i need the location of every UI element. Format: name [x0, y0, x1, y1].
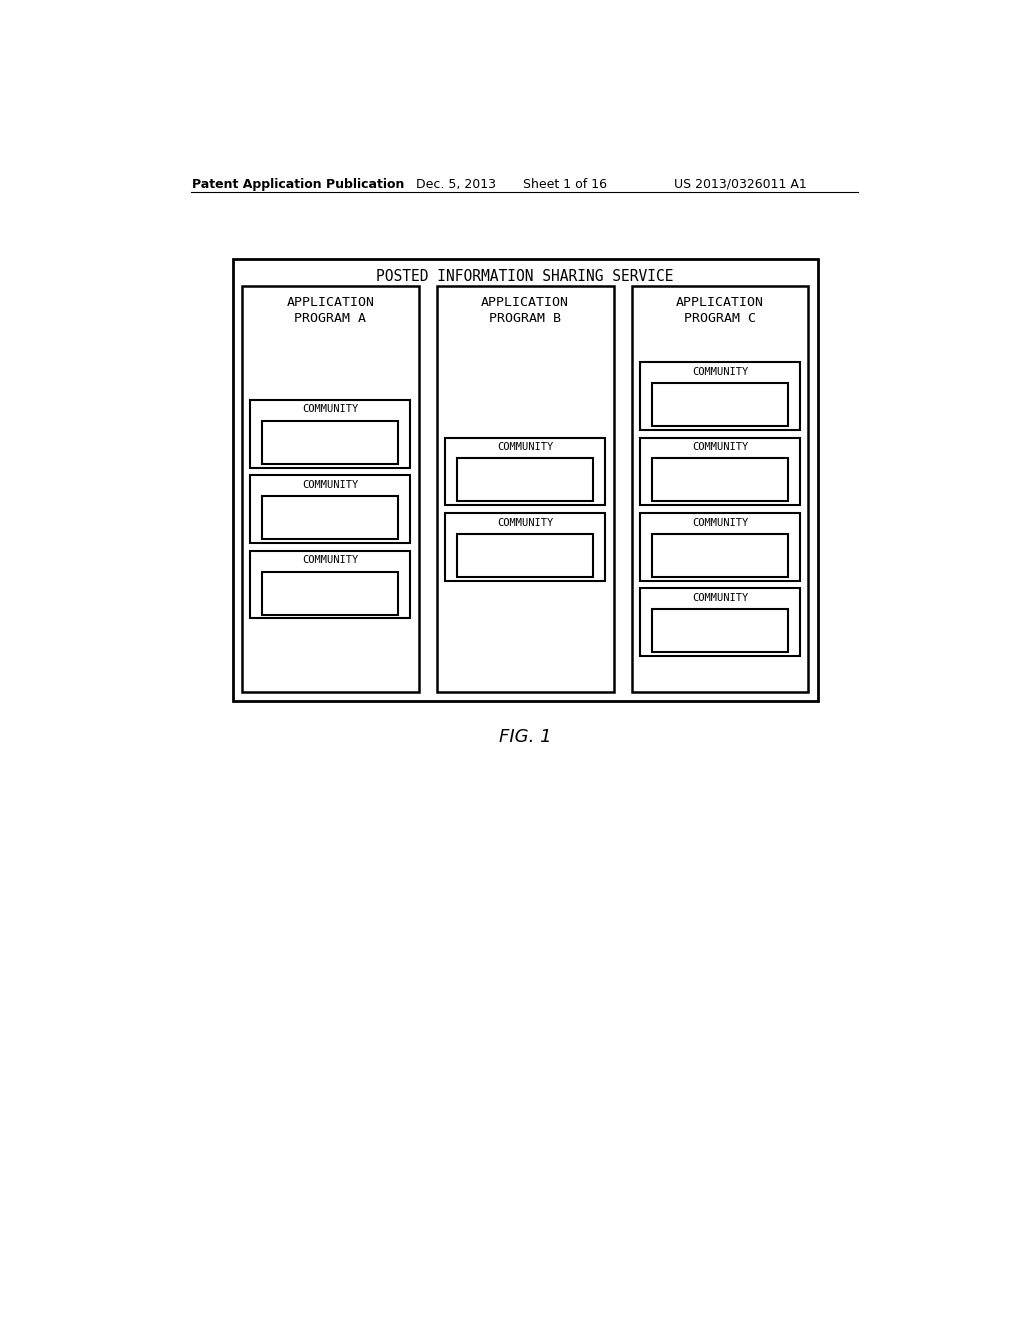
Bar: [262, 496, 398, 539]
Bar: [251, 400, 410, 467]
Text: BBS: BBS: [707, 397, 734, 412]
Text: FIG. 1: FIG. 1: [499, 729, 552, 746]
Text: BBS: BBS: [316, 510, 344, 525]
Bar: [232, 259, 818, 701]
Text: COMMUNITY: COMMUNITY: [692, 517, 749, 528]
Text: Patent Application Publication: Patent Application Publication: [191, 178, 403, 190]
Text: BBS: BBS: [316, 434, 344, 450]
Text: COMMUNITY: COMMUNITY: [692, 367, 749, 376]
Text: COMMUNITY: COMMUNITY: [302, 480, 358, 490]
Bar: [640, 437, 800, 506]
Text: BBS: BBS: [512, 473, 539, 487]
Bar: [445, 437, 605, 506]
Bar: [242, 286, 419, 692]
Bar: [652, 533, 788, 577]
Text: APPLICATION
PROGRAM A: APPLICATION PROGRAM A: [287, 296, 375, 325]
Bar: [640, 362, 800, 430]
Bar: [652, 458, 788, 502]
Text: COMMUNITY: COMMUNITY: [302, 404, 358, 414]
Bar: [652, 383, 788, 426]
Bar: [437, 286, 613, 692]
Bar: [652, 610, 788, 652]
Text: APPLICATION
PROGRAM B: APPLICATION PROGRAM B: [481, 296, 569, 325]
Text: Dec. 5, 2013: Dec. 5, 2013: [417, 178, 497, 190]
Bar: [251, 550, 410, 619]
Bar: [640, 513, 800, 581]
Bar: [262, 421, 398, 463]
Text: COMMUNITY: COMMUNITY: [497, 442, 553, 453]
Text: COMMUNITY: COMMUNITY: [497, 517, 553, 528]
Text: COMMUNITY: COMMUNITY: [302, 556, 358, 565]
Bar: [457, 533, 593, 577]
Text: US 2013/0326011 A1: US 2013/0326011 A1: [675, 178, 807, 190]
Text: BBS: BBS: [707, 548, 734, 562]
Text: APPLICATION
PROGRAM C: APPLICATION PROGRAM C: [676, 296, 764, 325]
Text: BBS: BBS: [512, 548, 539, 562]
Text: COMMUNITY: COMMUNITY: [692, 442, 749, 453]
Bar: [632, 286, 809, 692]
Bar: [445, 513, 605, 581]
Text: BBS: BBS: [707, 623, 734, 639]
Bar: [251, 475, 410, 543]
Text: BBS: BBS: [316, 586, 344, 601]
Bar: [457, 458, 593, 502]
Bar: [262, 572, 398, 615]
Text: POSTED INFORMATION SHARING SERVICE: POSTED INFORMATION SHARING SERVICE: [377, 268, 674, 284]
Text: BBS: BBS: [707, 473, 734, 487]
Bar: [640, 589, 800, 656]
Text: COMMUNITY: COMMUNITY: [692, 593, 749, 603]
Text: Sheet 1 of 16: Sheet 1 of 16: [523, 178, 607, 190]
